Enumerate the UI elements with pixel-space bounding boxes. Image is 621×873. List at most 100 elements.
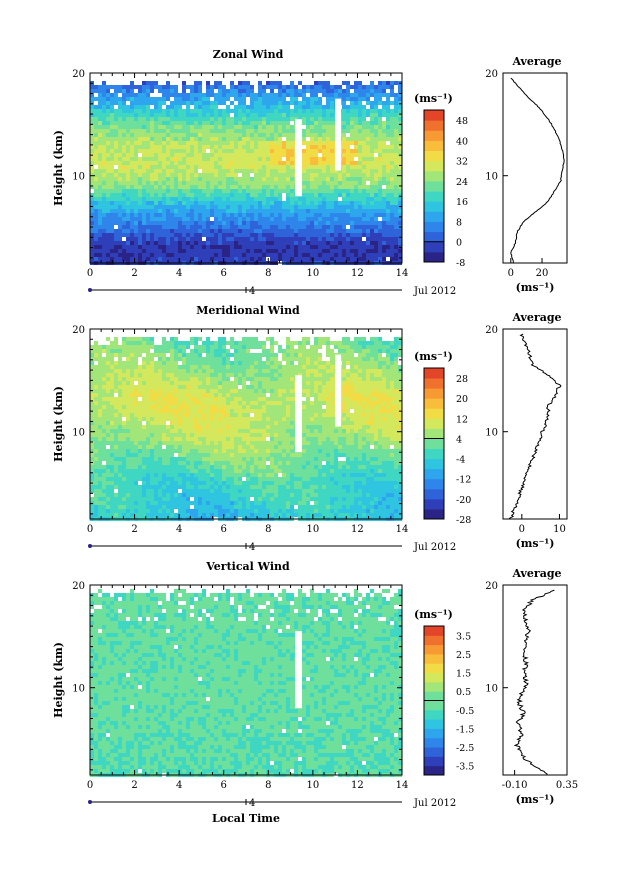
date-day-label: 4 [249, 542, 255, 553]
data-gap [295, 631, 303, 709]
colorbar-swatch [424, 140, 444, 152]
heatmap-field [90, 337, 402, 521]
average-profile-line [513, 589, 555, 776]
colorbar-unit: (ms⁻¹) [414, 608, 453, 621]
colorbar-tick-label: -8 [456, 258, 465, 269]
colorbar-swatch [424, 398, 444, 409]
colorbar-swatch [424, 241, 444, 253]
y-axis-label: Height (km) [52, 642, 65, 718]
data-gap [295, 119, 303, 197]
average-profile-line [510, 77, 565, 264]
colorbar-swatch [424, 428, 444, 439]
colorbar-tick-label: 4 [456, 434, 462, 445]
colorbar-swatch [424, 368, 444, 379]
average-frame [502, 72, 568, 264]
colorbar-swatch [424, 418, 444, 429]
colorbar-swatch [424, 191, 444, 202]
colorbar-tick-label: 3.5 [456, 631, 471, 642]
colorbar-tick-label: -3.5 [456, 762, 474, 773]
x-tick-label: 10 [306, 268, 319, 279]
average-title: Average [511, 311, 561, 324]
colorbar-tick-label: 28 [456, 374, 468, 385]
average-title: Average [511, 55, 561, 68]
colorbar-swatch [424, 691, 444, 701]
colorbar-swatch [424, 130, 444, 141]
average-profile-panel: Average 10 20 0 20 (ms⁻¹) [485, 55, 568, 294]
colorbar-swatch [424, 700, 444, 711]
average-x-label: (ms⁻¹) [516, 281, 555, 294]
colorbar-swatch [424, 672, 444, 683]
colorbar-swatch [424, 170, 444, 182]
average-y-tick-label: 10 [485, 684, 498, 695]
colorbar-tick-label: -1.5 [456, 724, 474, 735]
x-tick-label: 0 [87, 524, 93, 535]
colorbar-frame [423, 367, 445, 520]
date-axis-start-marker [88, 288, 92, 292]
heatmap-field [90, 589, 402, 777]
colorbar-tick-label: 0 [456, 238, 462, 249]
colorbar-swatch [424, 438, 444, 450]
average-profile-panel: Average 10 20 -0.10 0.35(ms⁻¹) [485, 567, 578, 806]
average-title: Average [511, 567, 561, 580]
colorbar-swatch [424, 378, 444, 389]
colorbar-tick-label: 48 [456, 116, 468, 127]
x-tick-label: 6 [221, 524, 227, 535]
colorbar-swatch [424, 498, 444, 510]
colorbar-swatch [424, 458, 444, 470]
y-axis-label: Height (km) [52, 130, 65, 206]
colorbar-swatch [424, 719, 444, 729]
colorbar-tick-label: 12 [456, 414, 468, 425]
colorbar-swatch [424, 681, 444, 692]
colorbar-swatch [424, 756, 444, 767]
x-tick-label: 2 [131, 780, 137, 791]
x-tick-label: 8 [265, 524, 271, 535]
x-tick-label: 10 [306, 780, 319, 791]
average-frame [502, 584, 568, 776]
average-y-tick-label: 20 [485, 325, 498, 336]
colorbar-tick-label: -12 [456, 475, 471, 486]
average-profile-panel: Average 10 20 0 10 (ms⁻¹) [485, 311, 568, 550]
average-y-tick-label: 10 [485, 172, 498, 183]
x-tick-label: 6 [221, 268, 227, 279]
colorbar-tick-label: -0.5 [456, 706, 474, 717]
colorbar-tick-label: 20 [456, 394, 468, 405]
colorbar-tick-label: -4 [456, 455, 465, 466]
colorbar-swatch [424, 747, 444, 757]
panel-title: Zonal Wind [213, 48, 284, 61]
date-month-label: Jul 2012 [413, 798, 456, 809]
average-x-label: (ms⁻¹) [516, 793, 555, 806]
colorbar-tick-label: 2.5 [456, 650, 471, 661]
colorbar-swatch [424, 201, 444, 212]
colorbar-tick-label: -20 [456, 495, 471, 506]
colorbar-swatch [424, 653, 444, 664]
x-tick-label: 10 [306, 524, 319, 535]
x-tick-label: 12 [351, 524, 364, 535]
x-tick-label: 0 [87, 780, 93, 791]
y-tick-label: 10 [72, 684, 85, 695]
average-x-tick-label: 0 [519, 524, 525, 535]
y-tick-label: 20 [72, 69, 85, 80]
colorbar-swatch [424, 120, 444, 131]
colorbar-swatch [424, 635, 444, 646]
colorbar-swatch [424, 728, 444, 739]
average-x-tick-label: 0.35 [556, 780, 578, 791]
y-axis-label: Height (km) [52, 386, 65, 462]
x-tick-label: 14 [396, 780, 409, 791]
y-tick-label: 10 [72, 172, 85, 183]
average-frame [502, 328, 568, 520]
x-tick-label: 4 [176, 524, 182, 535]
y-tick-label: 20 [72, 581, 85, 592]
colorbar-swatch [424, 110, 444, 121]
x-tick-label: 2 [131, 524, 137, 535]
colorbar-unit: (ms⁻¹) [414, 92, 453, 105]
colorbar-swatch [424, 160, 444, 172]
colorbar: 48 40 32 24 16 8 0 -8 (ms⁻¹) [414, 92, 468, 269]
x-tick-label: 12 [351, 780, 364, 791]
colorbar-frame [423, 109, 445, 263]
colorbar-swatch [424, 737, 444, 748]
y-tick-label: 10 [72, 428, 85, 439]
colorbar-tick-label: -2.5 [456, 743, 474, 754]
panel-title: Vertical Wind [205, 560, 290, 573]
